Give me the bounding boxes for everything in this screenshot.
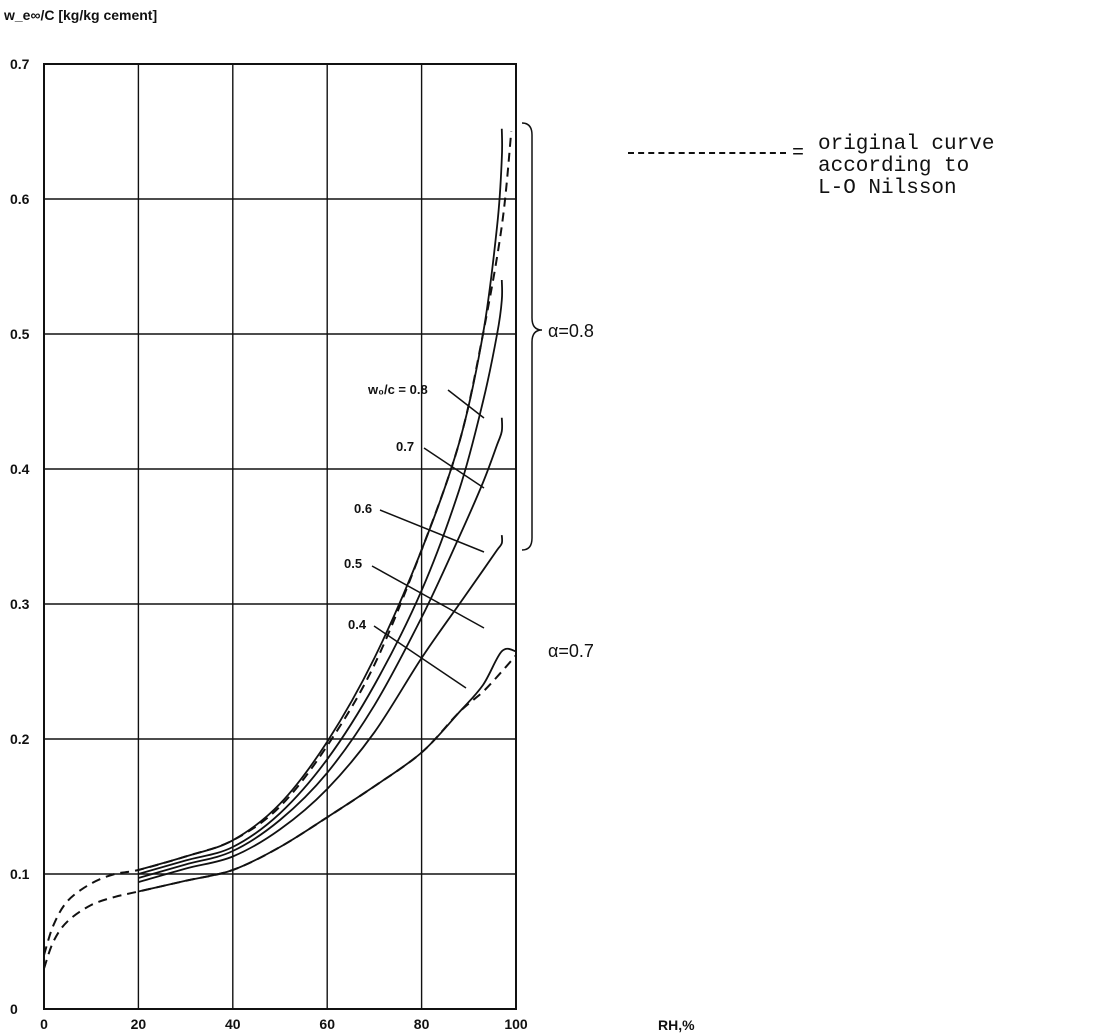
y-tick-0: 0 — [10, 1001, 18, 1017]
curve-label-0.4: 0.4 — [348, 617, 367, 632]
tick-labels: 0 20 40 60 80 100 0 0.1 0.2 0.3 0.4 0.5 0.6 0.7 — [10, 56, 528, 1032]
legend-text: original curve according to L-O Nilsson — [818, 133, 995, 200]
x-tick-60: 60 — [319, 1016, 335, 1032]
curve-label-0.7: 0.7 — [396, 439, 414, 454]
y-tick-0.2: 0.2 — [10, 731, 30, 747]
y-tick-0.6: 0.6 — [10, 191, 30, 207]
x-tick-40: 40 — [225, 1016, 241, 1032]
y-axis-label: w_e∞/C [kg/kg cement] — [3, 7, 157, 23]
alpha-label-0.7: α=0.7 — [548, 641, 594, 661]
alpha-brace — [521, 122, 543, 551]
grid — [44, 64, 516, 1009]
x-tick-0: 0 — [40, 1016, 48, 1032]
y-tick-0.3: 0.3 — [10, 596, 30, 612]
curve-label-0.8: w₀/c = 0.8 — [367, 382, 428, 397]
x-tick-100: 100 — [504, 1016, 528, 1032]
leader-0.5 — [371, 565, 485, 629]
y-tick-0.5: 0.5 — [10, 326, 30, 342]
y-tick-0.4: 0.4 — [10, 461, 30, 477]
series-line-0.6 — [138, 417, 504, 879]
curve-labels: w₀/c = 0.8 0.7 0.6 0.5 0.4 — [344, 382, 485, 689]
x-tick-80: 80 — [414, 1016, 430, 1032]
legend-dashed-symbol — [628, 152, 786, 154]
leader-0.7 — [423, 447, 485, 489]
series-line-0.5 — [138, 535, 504, 883]
plot-frame — [43, 63, 517, 1010]
leader-0.6 — [379, 509, 485, 553]
leader-0.4 — [373, 625, 467, 689]
y-tick-0.7: 0.7 — [10, 56, 30, 72]
legend-equals-sign: = — [792, 142, 805, 165]
x-tick-20: 20 — [131, 1016, 147, 1032]
alpha-label-0.8: α=0.8 — [548, 321, 594, 341]
x-axis-label: RH,% — [658, 1017, 695, 1033]
leader-0.8 — [447, 389, 485, 419]
series-group — [43, 128, 517, 969]
curve-label-0.5: 0.5 — [344, 556, 362, 571]
series-dashed-6 — [43, 654, 517, 969]
y-tick-0.1: 0.1 — [10, 866, 30, 882]
series-dashed-5 — [43, 131, 513, 956]
curve-label-0.6: 0.6 — [354, 501, 372, 516]
series-line-0.7 — [138, 279, 504, 875]
series-line-0.8 — [138, 128, 504, 871]
